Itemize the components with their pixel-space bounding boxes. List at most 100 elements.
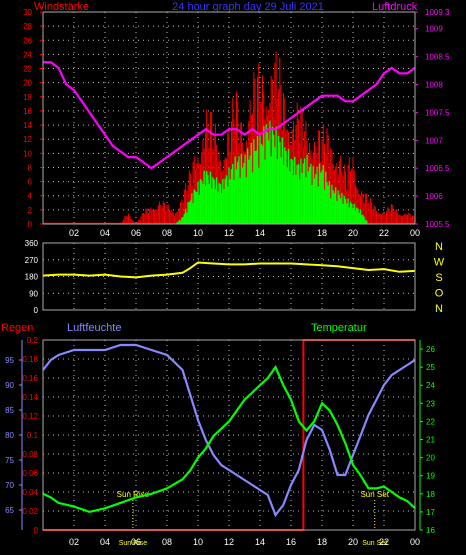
wind-y-tick: 30 (23, 8, 32, 17)
compass-label: S (435, 272, 442, 284)
sun-markers: Sun Rise Sun Rise Sun Set Sun Set (117, 490, 390, 547)
rain-y-tick: 0.16 (22, 374, 38, 383)
rain-y-ticks: 0 0.02 0.04 0.06 0.08 0.1 0.12 0.14 0.16 0.18 0.2 (22, 336, 38, 535)
time-tick: 18 (317, 228, 327, 238)
pressure-y-tick: 1006.5 (425, 164, 450, 173)
wind-y-tick: 16 (23, 107, 32, 116)
rain-humidity-temp-frame (42, 339, 416, 531)
pressure-y-tick: 1007 (425, 136, 443, 145)
compass-label: W (434, 257, 445, 269)
time-tick: 02 (69, 537, 79, 547)
temperature-y-tick: 18 (426, 490, 435, 499)
sunrise-label: Sun Rise (117, 490, 150, 499)
chart-title: 24 hour graph day 29 Juli 2021 (172, 1, 324, 13)
wind-y-tick: 24 (23, 50, 32, 59)
pressure-y-tick: 1008 (425, 81, 443, 90)
time-tick: 00 (410, 537, 420, 547)
wind-y-tick: 0 (28, 220, 33, 229)
wind-y-tick: 28 (23, 22, 32, 31)
rain-y-tick: 0.06 (22, 469, 38, 478)
humidity-y-tick: 70 (5, 481, 14, 490)
compass-label: O (435, 288, 444, 300)
time-tick: 16 (286, 228, 296, 238)
humidity-y-tick: 85 (5, 406, 14, 415)
temperature-axis-label: Temperatur (311, 322, 367, 334)
time-tick: 12 (224, 537, 234, 547)
rain-y-tick: 0.04 (22, 488, 38, 497)
temperature-y-tick: 19 (426, 472, 435, 481)
time-tick: 04 (100, 537, 110, 547)
humidity-y-tick: 90 (5, 381, 14, 390)
wind-y-tick: 26 (23, 36, 32, 45)
rain-y-tick: 0.14 (22, 393, 38, 402)
pressure-y-tick: 1006 (425, 192, 443, 201)
compass-label: N (435, 241, 443, 253)
pressure-y-tick: 1007.5 (425, 108, 450, 117)
pressure-line (43, 61, 416, 170)
wind-y-tick: 12 (23, 135, 32, 144)
direction-y-tick: 270 (25, 256, 39, 265)
time-tick: 16 (286, 537, 296, 547)
sunset-axis-label: Sun Set (362, 540, 387, 547)
temperature-y-ticks: 16 17 18 19 20 21 22 23 24 25 26 (419, 340, 435, 535)
time-tick: 06 (131, 228, 141, 238)
humidity-series (42, 343, 416, 518)
temperature-y-tick: 23 (426, 399, 435, 408)
pressure-y-tick: 1008.5 (425, 53, 450, 62)
time-tick: 10 (193, 228, 203, 238)
direction-y-tick: 90 (29, 289, 38, 298)
wind-y-tick: 22 (23, 65, 32, 74)
wind-y-tick: 14 (23, 121, 32, 130)
humidity-axis-label: Luftfeuchte (67, 322, 121, 334)
temperature-y-tick: 22 (426, 417, 435, 426)
wind-pressure-x-ticks: 02 04 06 08 10 12 14 16 18 20 22 00 (69, 228, 420, 238)
time-tick: 04 (100, 228, 110, 238)
time-tick: 22 (379, 537, 389, 547)
humidity-line (42, 343, 416, 518)
wind-average-series (176, 120, 368, 224)
time-tick: 18 (317, 537, 327, 547)
temperature-y-tick: 25 (426, 363, 435, 372)
temperature-line (42, 364, 416, 514)
pressure-y-ticks: 1005.5 1006 1006.5 1007 1007.5 1008 1008.5 1009… (415, 8, 450, 229)
compass-label: N (435, 303, 443, 315)
time-tick: 14 (255, 537, 265, 547)
time-tick: 20 (348, 228, 358, 238)
time-tick: 12 (224, 228, 234, 238)
pressure-y-tick: 1009 (425, 25, 443, 34)
wind-y-tick: 18 (23, 93, 32, 102)
sunrise-axis-label: Sun Rise (119, 540, 148, 547)
wind-direction-y-ticks: 0 90 180 270 360 (25, 239, 39, 315)
direction-y-tick: 360 (25, 239, 39, 248)
rain-axis-label: Regen (1, 322, 33, 334)
time-tick: 22 (379, 228, 389, 238)
wind-axis-label: Windstärke (34, 1, 89, 13)
pressure-series (43, 61, 416, 170)
rain-y-tick: 0.2 (27, 336, 39, 345)
time-tick: 08 (162, 228, 172, 238)
pressure-axis-label: Luftdruck (372, 1, 418, 13)
temperature-y-tick: 17 (426, 508, 435, 517)
rain-y-tick: 0.18 (22, 355, 38, 364)
wind-y-tick: 2 (28, 206, 33, 215)
pressure-y-tick: 1009.3 (425, 8, 450, 17)
rain-humidity-temp-x-ticks: 02 04 06 08 10 12 14 16 18 20 22 00 (69, 537, 420, 547)
temperature-series (42, 364, 416, 514)
wind-direction-frame (42, 242, 416, 311)
time-tick: 00 (410, 228, 420, 238)
rain-y-tick: 0.12 (22, 412, 38, 421)
humidity-y-tick: 65 (5, 506, 14, 515)
temperature-y-tick: 24 (426, 381, 435, 390)
direction-y-tick: 180 (25, 273, 39, 282)
wind-direction-line (42, 261, 416, 279)
humidity-y-ticks: 65 70 75 80 85 90 95 (5, 340, 23, 530)
wind-y-tick: 10 (23, 149, 32, 158)
humidity-y-tick: 80 (5, 431, 14, 440)
wind-y-tick: 20 (23, 79, 32, 88)
time-tick: 06 (131, 537, 141, 547)
wind-y-tick: 6 (28, 178, 33, 187)
temperature-y-tick: 20 (426, 454, 435, 463)
pressure-y-tick: 1005.5 (425, 220, 450, 229)
